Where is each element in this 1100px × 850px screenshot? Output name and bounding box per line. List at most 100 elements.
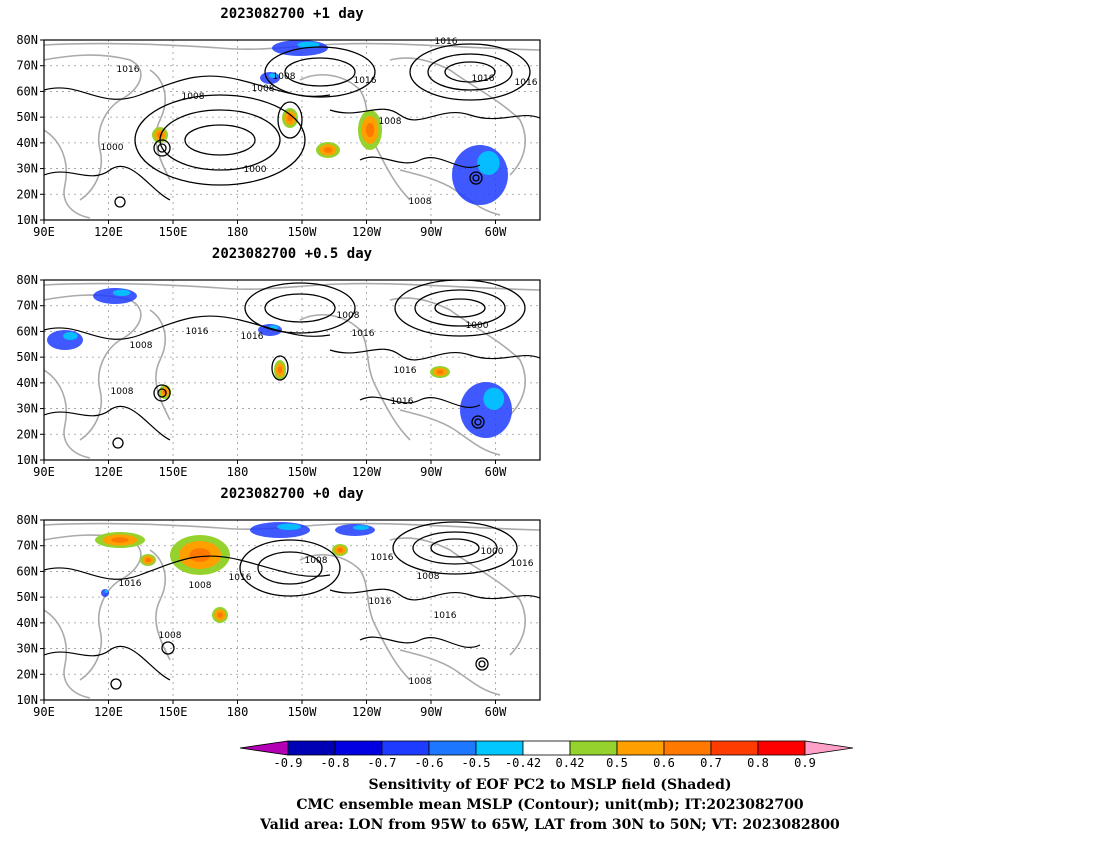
coastline (44, 282, 540, 291)
lat-tick-label: 20N (16, 427, 38, 441)
caption-line-1: Sensitivity of EOF PC2 to MSLP field (Sh… (368, 777, 732, 793)
mslp-contour (359, 156, 481, 168)
lon-tick-label: 120E (94, 225, 123, 239)
lon-tick-label: 120E (94, 705, 123, 719)
colorbar-tick-label: -0.42 (504, 756, 542, 770)
colorbar-tick-label: -0.7 (367, 756, 397, 770)
colorbar-swatch (757, 740, 806, 756)
caption-line-3: Valid area: LON from 95W to 65W, LAT fro… (260, 817, 840, 833)
contour-label: 1008 (409, 197, 432, 207)
negative-sensitivity-region (112, 289, 131, 296)
panel-plus-1-day: 2023082700 +1 day 1016 1008 1000 1008 1016 10… (0, 0, 560, 240)
mslp-contour (472, 174, 480, 182)
colorbar-tick-label: 0.7 (700, 756, 722, 770)
mslp-contour (329, 588, 540, 601)
colorbar-tick-label: 0.5 (606, 756, 628, 770)
colorbar-high-triangle (804, 740, 854, 756)
lon-tick-label: 150W (288, 225, 318, 239)
mslp-contour (153, 384, 171, 402)
mslp-contour (239, 539, 341, 597)
contour-label: 1008 (159, 631, 182, 641)
mslp-contour (114, 196, 126, 208)
colorbar-tick-label: 0.42 (555, 756, 585, 770)
coastline (44, 129, 91, 219)
negative-sensitivity-region (452, 145, 508, 205)
mslp-contour (471, 415, 485, 429)
mslp-contour (264, 46, 376, 98)
contour-label: 1016 (229, 573, 252, 583)
coastline (44, 534, 142, 681)
mslp-contour (161, 641, 175, 655)
mslp-contour (44, 555, 331, 580)
colorbar-swatch (334, 740, 383, 756)
mslp-map: 1008 1000 1008 1016 1016 1008 1016 1016 1016 80N 7… (16, 273, 541, 479)
negative-sensitivity-region (47, 330, 83, 350)
lat-tick-label: 60N (16, 564, 38, 578)
lon-tick-label: 90W (420, 705, 442, 719)
positive-sensitivity-region (217, 612, 223, 618)
contour-label: 1016 (394, 366, 417, 376)
mslp-contour (184, 124, 256, 156)
lat-tick-label: 80N (16, 513, 38, 527)
contour-label: 1000 (466, 321, 489, 331)
colorbar-swatches (239, 740, 854, 756)
mslp-contour (444, 61, 496, 83)
negative-sensitivity-region (93, 288, 137, 304)
mslp-contour (44, 75, 331, 100)
contour-label: 1000 (244, 165, 267, 175)
contour-label: 1008 (379, 117, 402, 127)
colorbar-swatch (475, 740, 524, 756)
contour-label: 1000 (101, 143, 124, 153)
lat-tick-label: 60N (16, 84, 38, 98)
negative-sensitivity-region (101, 589, 109, 597)
contour-label: 1016 (352, 329, 375, 339)
contour-label: 1016 (472, 74, 495, 84)
contour-label: 1016 (369, 597, 392, 607)
colorbar-tick-label: -0.5 (461, 756, 491, 770)
lon-tick-label: 150E (159, 705, 188, 719)
mslp-contour (134, 94, 306, 186)
lat-tick-label: 20N (16, 187, 38, 201)
negative-sensitivity-region (104, 589, 108, 593)
coastline (389, 57, 526, 176)
mslp-contour (257, 551, 323, 585)
colorbar-tick-label: 0.9 (794, 756, 816, 770)
negative-sensitivity-region (460, 382, 512, 438)
contour-label: 1016 (515, 78, 538, 88)
mslp-map: 1016 1008 1000 1008 1016 1008 1000 1016 1016 1008… (16, 33, 541, 239)
panel-plus-0-5-day: 2023082700 +0.5 day 1008 1000 1008 1016 1016… (0, 240, 560, 480)
panel-title: 2023082700 +0 day (220, 486, 364, 502)
contour-label: 1008 (417, 572, 440, 582)
map-frame (43, 279, 541, 461)
negative-sensitivity-region (297, 41, 320, 48)
lon-tick-label: 90E (33, 465, 55, 479)
mslp-contour (427, 53, 513, 91)
lat-tick-label: 10N (16, 453, 38, 467)
mslp-contour (277, 101, 303, 139)
colorbar-swatch (710, 740, 759, 756)
colorbar-low-triangle (239, 740, 289, 756)
lon-tick-label: 120W (352, 465, 382, 479)
colorbar-swatch (569, 740, 618, 756)
lon-tick-label: 90W (420, 225, 442, 239)
lat-tick-label: 40N (16, 376, 38, 390)
mslp-contour (359, 396, 481, 408)
contour-label: 1016 (391, 397, 414, 407)
contour-label: 1008 (273, 72, 296, 82)
coastline (389, 537, 526, 656)
mslp-contour (284, 57, 356, 87)
mslp-contour (244, 282, 356, 334)
lon-tick-label: 120E (94, 465, 123, 479)
negative-sensitivity-region (353, 525, 369, 530)
negative-sensitivity-region (63, 332, 78, 340)
contour-label: 1016 (117, 65, 140, 75)
coastline (399, 409, 501, 456)
coastline (44, 54, 142, 201)
lon-tick-label: 60W (485, 465, 507, 479)
contour-label: 1008 (130, 341, 153, 351)
contour-label: 1008 (189, 581, 212, 591)
mslp-contour (271, 355, 289, 381)
mslp-contour (434, 298, 486, 318)
panel-title: 2023082700 +1 day (220, 6, 364, 22)
lat-tick-label: 80N (16, 33, 38, 47)
